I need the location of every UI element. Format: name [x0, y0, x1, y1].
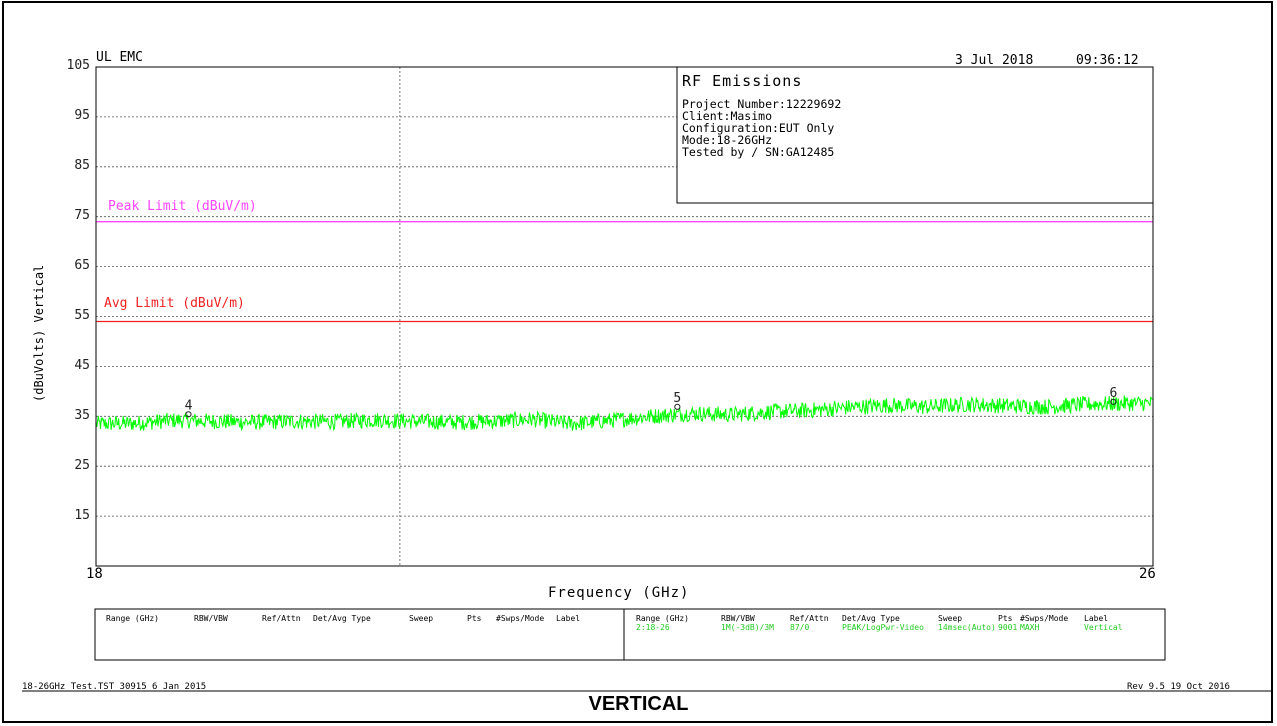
marker-point	[185, 411, 192, 418]
caption: VERTICAL	[588, 693, 689, 715]
table-header: Ref/Attn	[790, 614, 829, 623]
marker-label: 4	[185, 398, 193, 413]
info-box	[676, 66, 1154, 204]
table-header: Range (GHz)	[636, 614, 689, 623]
table-header: Sweep	[409, 614, 434, 623]
y-tick-label: 95	[74, 108, 90, 123]
y-tick-label: 35	[74, 408, 90, 423]
settings-table	[94, 608, 1166, 661]
table-cell: 1M(-3dB)/3M	[721, 623, 774, 632]
marker-point	[1110, 398, 1117, 405]
y-tick-label: 55	[74, 308, 90, 323]
info-title: RF Emissions	[682, 72, 803, 90]
info-line: Mode:18-26GHz	[682, 133, 773, 147]
table-cell: 14msec(Auto)	[938, 623, 996, 632]
table-header: Pts	[467, 614, 482, 623]
header-time: 09:36:12	[1076, 53, 1139, 68]
x-tick-label: 18	[86, 566, 103, 582]
y-tick-label: 85	[74, 158, 90, 173]
info-line: Project Number:12229692	[682, 97, 842, 111]
table-header: Ref/Attn	[262, 614, 301, 623]
info-line: Tested by / SN:GA12485	[682, 145, 835, 159]
info-line: Configuration:EUT Only	[682, 121, 835, 135]
table-header: #Swps/Mode	[496, 614, 545, 623]
header-left: UL EMC	[96, 50, 143, 65]
marker-point	[674, 403, 681, 410]
peak-limit-label: Peak Limit (dBuV/m)	[108, 199, 257, 214]
header-date: 3 Jul 2018	[955, 53, 1034, 68]
y-tick-label: 105	[66, 58, 90, 73]
x-tick-label: 26	[1139, 566, 1156, 582]
avg-limit-label: Avg Limit (dBuV/m)	[104, 296, 245, 311]
y-tick-label: 75	[74, 208, 90, 223]
y-tick-label: 45	[74, 358, 90, 373]
table-cell: 9001	[998, 623, 1018, 632]
plot-border	[95, 66, 1154, 567]
table-header: Range (GHz)	[106, 614, 159, 623]
table-cell: 87/0	[790, 623, 810, 632]
table-header: Det/Avg Type	[842, 614, 900, 623]
table-header: Det/Avg Type	[313, 614, 371, 623]
table-cell: PEAK/LogPwr-Video	[842, 623, 924, 632]
table-cell: Vertical	[1084, 623, 1123, 632]
marker-label: 5	[673, 391, 681, 406]
trace-line	[95, 395, 1154, 432]
table-cell: 2:18-26	[636, 623, 670, 632]
marker-label: 6	[1109, 386, 1117, 401]
table-header: RBW/VBW	[194, 614, 228, 623]
table-header: Pts	[998, 614, 1013, 623]
table-header: RBW/VBW	[721, 614, 755, 623]
table-header: #Swps/Mode	[1020, 614, 1069, 623]
y-tick-label: 65	[74, 258, 90, 273]
y-tick-label: 25	[74, 458, 90, 473]
table-header: Label	[1084, 614, 1109, 623]
x-axis-label: Frequency (GHz)	[548, 585, 690, 601]
table-header: Sweep	[938, 614, 963, 623]
table-cell: MAXH	[1020, 623, 1040, 632]
info-line: Client:Masimo	[682, 109, 773, 123]
footer-left: 18-26GHz Test.TST 30915 6 Jan 2015	[22, 682, 207, 692]
table-header: Label	[556, 614, 581, 623]
y-tick-label: 15	[74, 508, 90, 523]
footer-right: Rev 9.5 19 Oct 2016	[1127, 682, 1230, 692]
y-axis-label: (dBuVolts) Vertical	[32, 264, 46, 402]
